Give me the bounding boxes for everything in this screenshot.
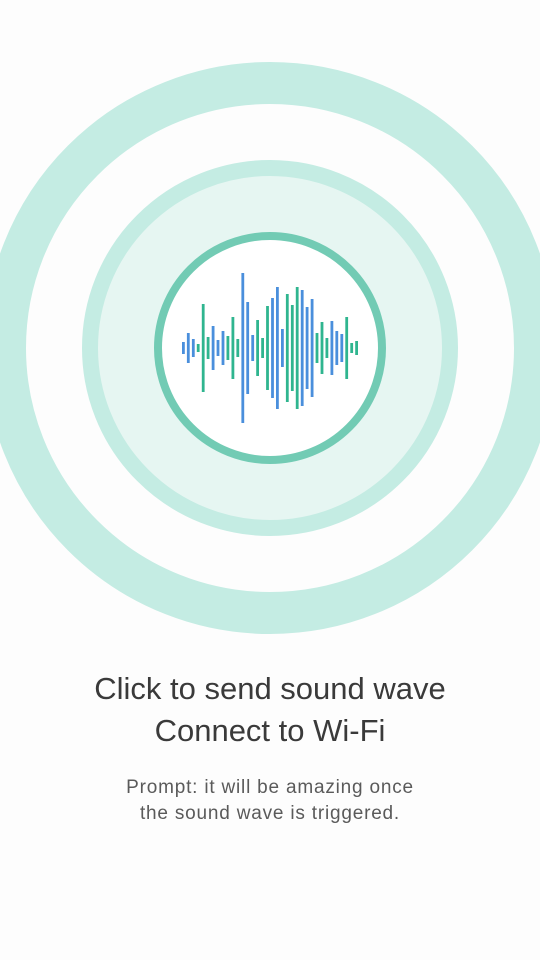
wave-bar	[315, 333, 319, 363]
wave-bar	[191, 339, 195, 357]
wave-bar	[216, 340, 220, 356]
wave-bar	[281, 329, 284, 367]
wave-bar	[206, 337, 210, 359]
wave-bar	[182, 342, 185, 354]
wave-bar	[266, 306, 269, 390]
prompt-line-1: Prompt: it will be amazing once	[126, 777, 414, 798]
wave-bar	[310, 299, 314, 397]
inner-circle[interactable]	[154, 232, 386, 464]
prompt-line-2: the sound wave is triggered.	[139, 803, 401, 824]
middle-ring	[82, 160, 458, 536]
wave-bar	[285, 294, 289, 402]
wave-bar	[271, 298, 274, 398]
wave-bar	[256, 320, 259, 376]
title-line-1[interactable]: Click to send sound wave	[94, 671, 446, 706]
wave-bar	[350, 343, 354, 353]
wave-bar	[261, 338, 264, 358]
wave-bar	[276, 287, 279, 409]
wave-bar	[325, 338, 329, 358]
wave-bar	[345, 317, 349, 379]
wave-bar	[236, 339, 240, 357]
title-line-2[interactable]: Connect to Wi-Fi	[154, 713, 386, 748]
wave-bar	[295, 287, 299, 409]
wave-bar	[320, 322, 324, 374]
wave-bar	[221, 331, 225, 365]
wave-bar	[330, 321, 334, 375]
wave-bar	[201, 304, 205, 392]
wave-bar	[241, 273, 245, 423]
wave-bar	[246, 302, 250, 394]
wave-bar	[340, 334, 344, 362]
wave-bar	[186, 333, 190, 363]
wave-bar	[335, 331, 339, 365]
wave-bar	[300, 290, 304, 406]
wave-bar	[196, 344, 200, 352]
wave-bar	[355, 341, 358, 355]
wave-bar	[251, 335, 255, 361]
wave-bar	[226, 336, 230, 360]
wave-bar	[231, 317, 235, 379]
outer-ring	[0, 62, 540, 634]
prompt-text: Prompt: it will be amazing once the soun…	[0, 775, 540, 827]
sound-wave-trigger[interactable]	[0, 0, 540, 700]
wave-bar	[305, 307, 309, 389]
wave-bar	[290, 305, 294, 391]
title-block[interactable]: Click to send sound wave Connect to Wi-F…	[0, 668, 540, 752]
sound-wave-icon	[182, 273, 358, 423]
wave-bar	[211, 326, 215, 370]
